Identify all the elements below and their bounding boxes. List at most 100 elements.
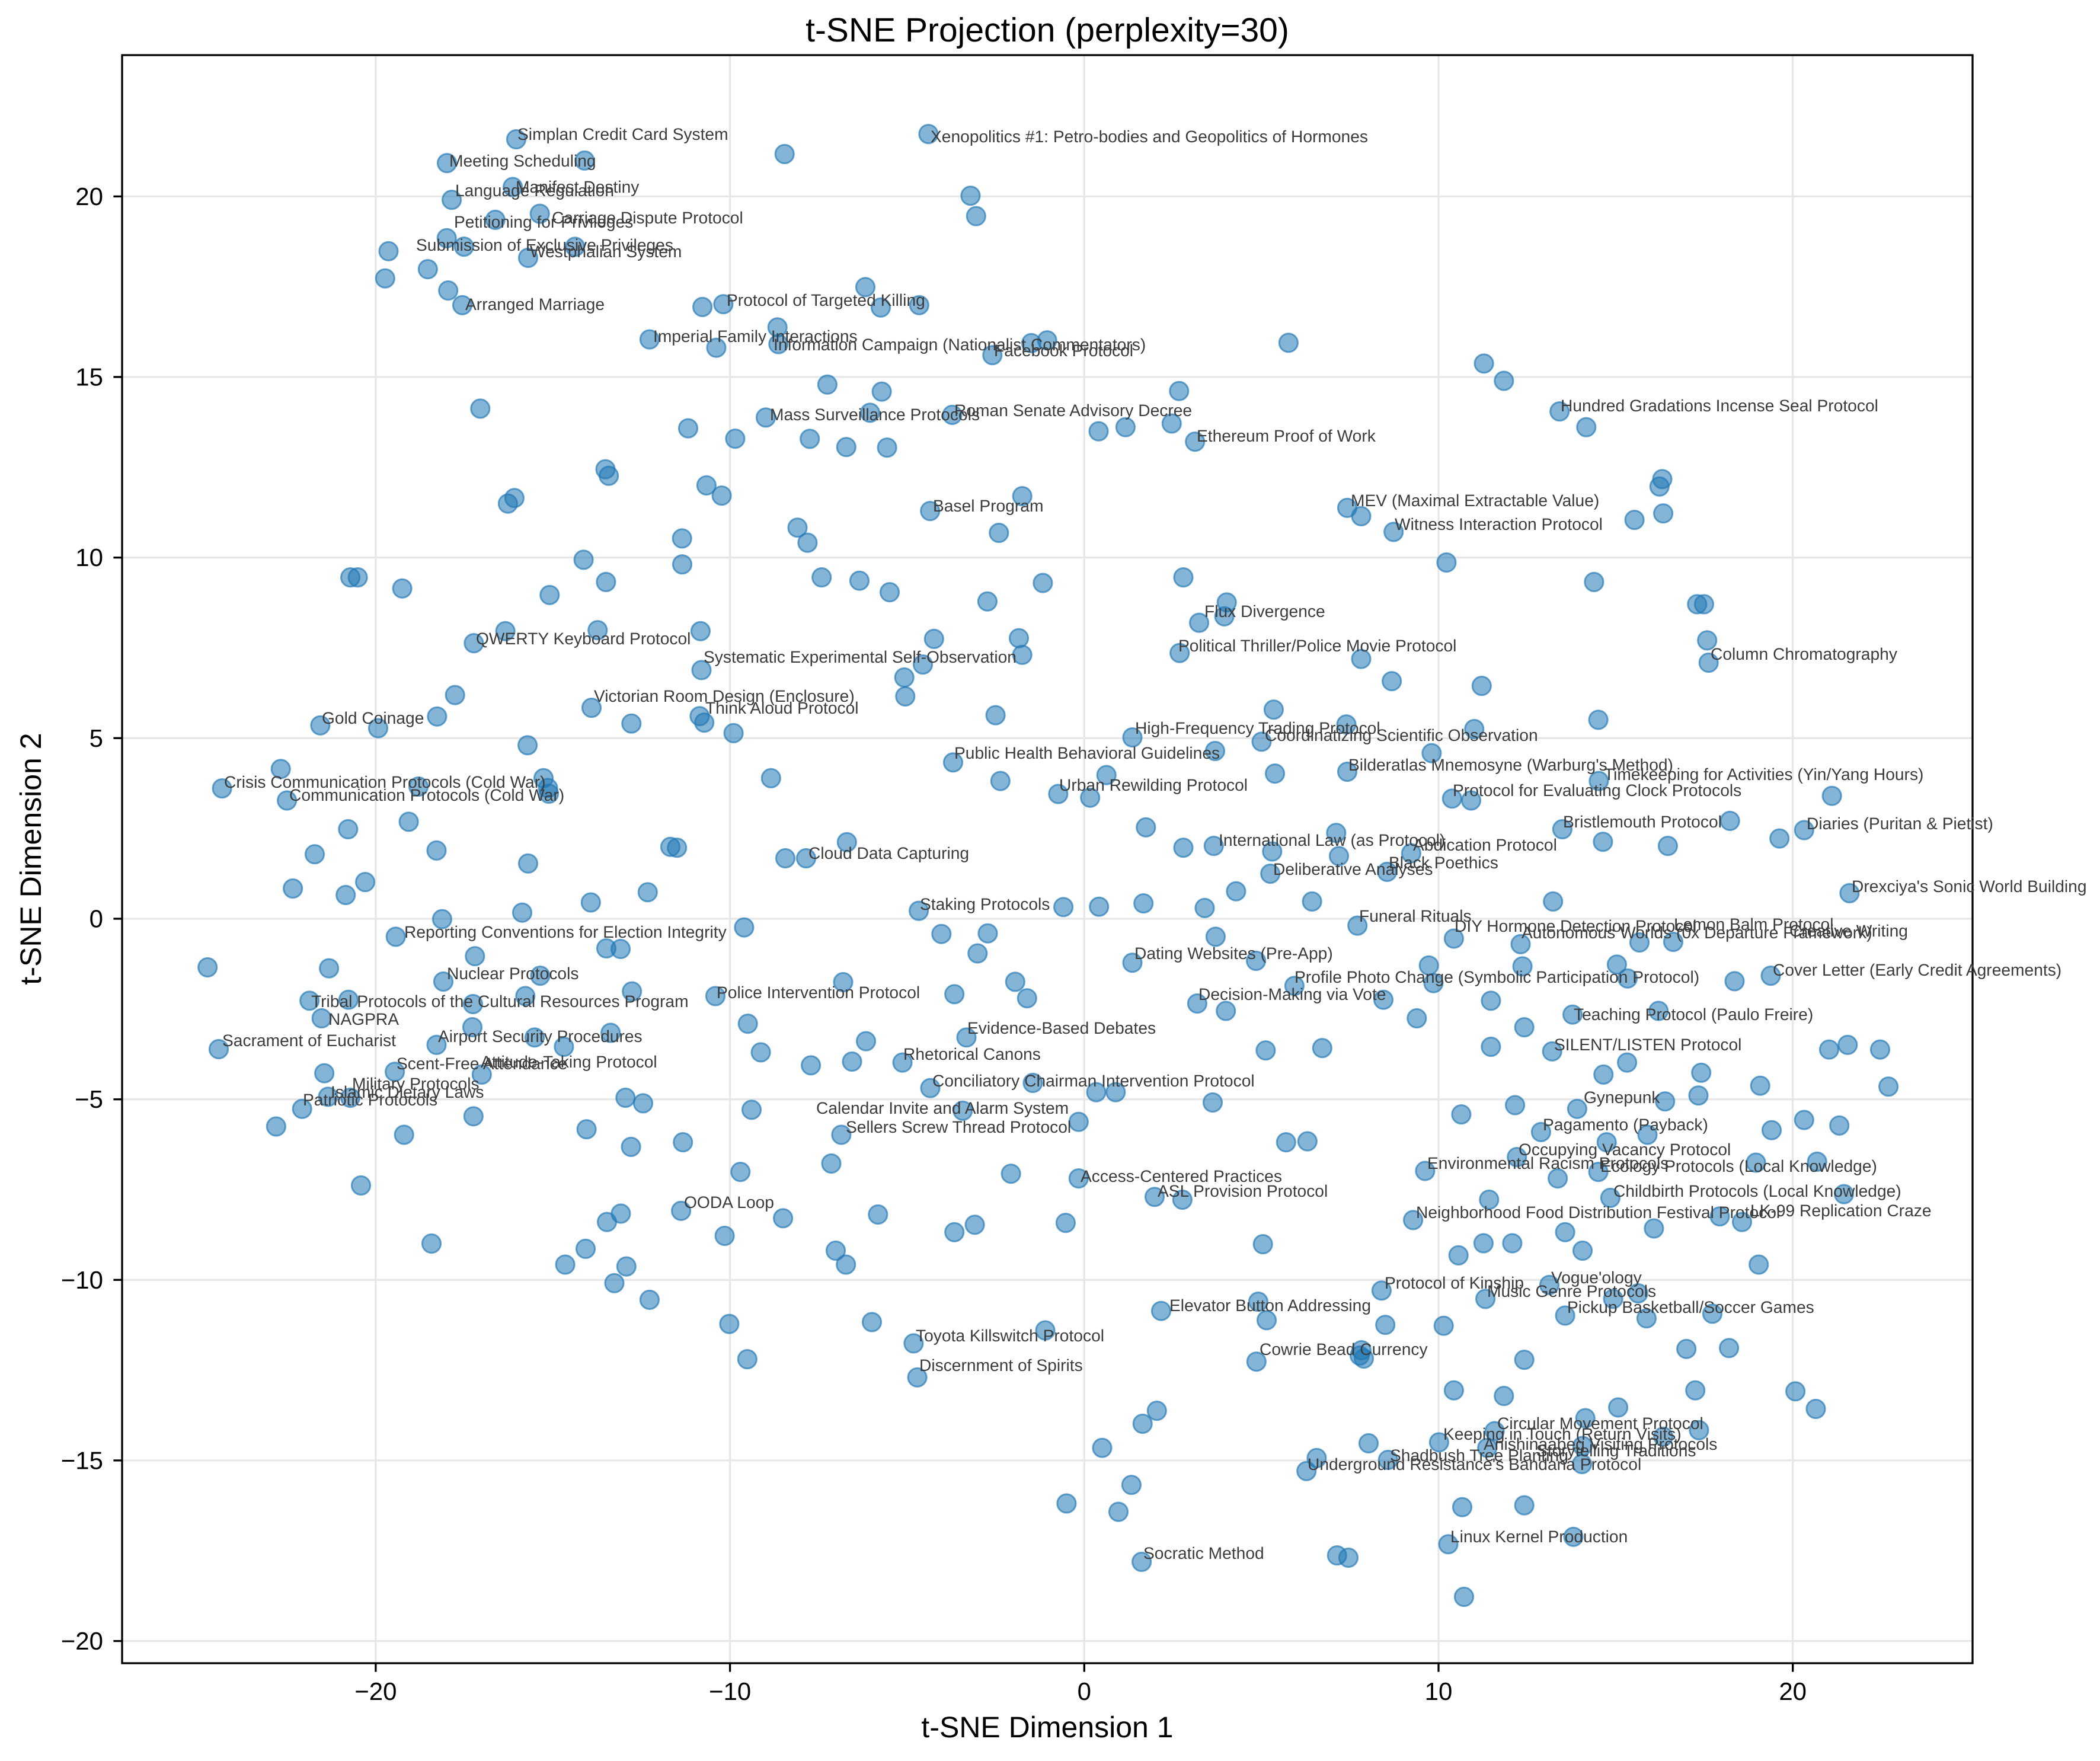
svg-text:Elevator Button Addressing: Elevator Button Addressing (1169, 1296, 1371, 1315)
svg-text:Protocol of Targeted Killing: Protocol of Targeted Killing (727, 290, 925, 309)
svg-text:Lemon Balm Protocol: Lemon Balm Protocol (1674, 915, 1833, 934)
svg-text:Gold Coinage: Gold Coinage (322, 708, 424, 727)
svg-text:Column Chromatography: Column Chromatography (1711, 644, 1898, 663)
svg-text:Bilderatlas Mnemosyne (Warburg: Bilderatlas Mnemosyne (Warburg's Method) (1348, 755, 1673, 774)
svg-text:Information Campaign (National: Information Campaign (Nationalist Commen… (773, 335, 1146, 354)
svg-text:Police Intervention Protocol: Police Intervention Protocol (717, 983, 920, 1002)
svg-text:−20: −20 (61, 1627, 103, 1655)
svg-text:Storytelling Traditions: Storytelling Traditions (1536, 1441, 1696, 1460)
svg-text:LK-99 Replication Craze: LK-99 Replication Craze (1750, 1201, 1932, 1220)
svg-text:Protocol for Evaluating Clock: Protocol for Evaluating Clock Protocols (1453, 781, 1741, 800)
svg-text:Staking Protocols: Staking Protocols (920, 894, 1050, 913)
svg-text:Systematic Experimental Self-O: Systematic Experimental Self-Observation (704, 647, 1017, 666)
svg-text:Ecology Protocols (Local Knowl: Ecology Protocols (Local Knowledge) (1600, 1156, 1877, 1175)
svg-text:Creative Writing: Creative Writing (1789, 921, 1908, 940)
svg-text:Timekeeping for Activities (Yi: Timekeeping for Activities (Yin/Yang Hou… (1604, 765, 1923, 784)
svg-text:10: 10 (75, 544, 103, 571)
svg-text:−15: −15 (61, 1446, 103, 1474)
svg-text:Pickup Basketball/Soccer Games: Pickup Basketball/Soccer Games (1567, 1297, 1814, 1316)
svg-text:Hundred Gradations Incense Sea: Hundred Gradations Incense Seal Protocol (1561, 396, 1878, 415)
svg-text:Nuclear Protocols: Nuclear Protocols (447, 964, 578, 983)
svg-text:Diaries (Puritan & Pietist): Diaries (Puritan & Pietist) (1807, 814, 1993, 833)
svg-text:International Law (as Protocol: International Law (as Protocol) (1219, 830, 1445, 849)
svg-text:Imperial Family Interactions: Imperial Family Interactions (653, 327, 858, 346)
svg-text:Protocol of Kinship: Protocol of Kinship (1385, 1273, 1524, 1292)
svg-text:Anishinaabeg Visiting Protocol: Anishinaabeg Visiting Protocols (1484, 1434, 1717, 1453)
svg-text:Cloud Data Capturing: Cloud Data Capturing (808, 843, 969, 862)
svg-text:Meeting Scheduling: Meeting Scheduling (449, 151, 596, 170)
svg-text:Vogue'ology: Vogue'ology (1551, 1268, 1642, 1287)
svg-text:Communication Protocols (Cold: Communication Protocols (Cold War) (289, 785, 564, 804)
svg-text:Submission of Exclusive Privil: Submission of Exclusive Privileges (416, 235, 673, 254)
svg-text:Socratic Method: Socratic Method (1143, 1543, 1264, 1562)
svg-text:0: 0 (90, 905, 103, 933)
svg-text:DIY Hormone Detection Protocol: DIY Hormone Detection Protocol (1455, 916, 1696, 935)
svg-text:−10: −10 (709, 1677, 751, 1705)
svg-text:Childbirth Protocols (Local Kn: Childbirth Protocols (Local Knowledge) (1613, 1181, 1901, 1200)
svg-text:Basel Program: Basel Program (933, 496, 1043, 515)
svg-text:Tribal Protocols of the Cultur: Tribal Protocols of the Cultural Resourc… (311, 992, 689, 1011)
svg-text:Military Protocols: Military Protocols (352, 1074, 480, 1093)
svg-text:t-SNE Dimension 2: t-SNE Dimension 2 (14, 733, 47, 985)
svg-text:Shadbush Tree Planting: Shadbush Tree Planting (1390, 1446, 1568, 1465)
svg-text:Keeping in Touch (Return Visit: Keeping in Touch (Return Visits) (1443, 1424, 1682, 1443)
svg-text:t-SNE Dimension 1: t-SNE Dimension 1 (921, 1711, 1173, 1744)
svg-text:Urban Rewilding Protocol: Urban Rewilding Protocol (1059, 775, 1248, 794)
svg-text:−5: −5 (75, 1085, 103, 1113)
svg-text:Gynepunk: Gynepunk (1584, 1088, 1660, 1107)
svg-text:Discernment of Spirits: Discernment of Spirits (919, 1356, 1083, 1375)
svg-text:10: 10 (1425, 1677, 1453, 1705)
svg-text:20: 20 (1779, 1677, 1807, 1705)
svg-text:Cowrie Bead Currency: Cowrie Bead Currency (1260, 1340, 1428, 1359)
svg-text:Drexciya's Sonic World Buildin: Drexciya's Sonic World Building (1852, 877, 2087, 896)
svg-text:Islamic Dietary Laws: Islamic Dietary Laws (331, 1082, 484, 1101)
svg-text:Reporting Conventions for Elec: Reporting Conventions for Election Integ… (404, 922, 727, 941)
svg-text:Music Genre Protocols: Music Genre Protocols (1487, 1281, 1656, 1300)
svg-text:Ethereum Proof of Work: Ethereum Proof of Work (1197, 426, 1376, 445)
svg-text:Rhetorical Canons: Rhetorical Canons (903, 1044, 1041, 1063)
svg-text:Patriotic Protocols: Patriotic Protocols (303, 1090, 437, 1109)
svg-text:Flux Divergence: Flux Divergence (1204, 602, 1325, 621)
svg-text:Black Poethics: Black Poethics (1389, 853, 1498, 872)
svg-text:Calendar Invite and Alarm Syst: Calendar Invite and Alarm System (816, 1098, 1069, 1117)
svg-text:Access-Centered Practices: Access-Centered Practices (1081, 1166, 1282, 1185)
svg-text:Crisis Communication Protocols: Crisis Communication Protocols (Cold War… (224, 772, 545, 791)
svg-text:Underground Resistance's Banda: Underground Resistance's Bandana Protoco… (1308, 1455, 1641, 1474)
svg-text:Deliberative Analyses: Deliberative Analyses (1273, 859, 1433, 878)
svg-text:Autonomous Worlds (0x Departur: Autonomous Worlds (0x Departure Framewor… (1522, 923, 1872, 942)
svg-text:Teaching Protocol (Paulo Freir: Teaching Protocol (Paulo Freire) (1574, 1005, 1813, 1024)
svg-text:Think Aloud Protocol: Think Aloud Protocol (705, 698, 859, 717)
svg-text:Evidence-Based Debates: Evidence-Based Debates (967, 1018, 1156, 1037)
svg-text:Profile Photo Change (Symbolic: Profile Photo Change (Symbolic Participa… (1294, 967, 1699, 986)
svg-text:Public Health Behavioral Guide: Public Health Behavioral Guidelines (954, 743, 1220, 762)
svg-text:Decision-Making via Vote: Decision-Making via Vote (1198, 985, 1386, 1003)
svg-text:Mass Surveillance Protocols: Mass Surveillance Protocols (770, 405, 980, 424)
svg-text:Circular Movement Protocol: Circular Movement Protocol (1497, 1414, 1703, 1433)
svg-text:Cover Letter (Early Credit Agr: Cover Letter (Early Credit Agreements) (1773, 960, 2061, 979)
svg-text:Language Regulation: Language Regulation (455, 181, 614, 200)
svg-text:OODA Loop: OODA Loop (684, 1193, 774, 1212)
svg-text:Simplan Credit Card System: Simplan Credit Card System (517, 124, 728, 143)
svg-text:Manifest Destiny: Manifest Destiny (516, 177, 640, 196)
svg-text:High-Frequency Trading Protoco: High-Frequency Trading Protocol (1135, 718, 1380, 737)
svg-text:Occupying Vacancy Protocol: Occupying Vacancy Protocol (1519, 1140, 1731, 1159)
svg-text:Pagamento (Payback): Pagamento (Payback) (1543, 1115, 1708, 1134)
svg-text:−10: −10 (61, 1266, 103, 1294)
svg-text:Political Thriller/Police Movi: Political Thriller/Police Movie Protocol (1178, 636, 1456, 655)
svg-text:MEV (Maximal Extractable Value: MEV (Maximal Extractable Value) (1351, 491, 1599, 510)
svg-text:Coordinatizing Scientific Obse: Coordinatizing Scientific Observation (1265, 726, 1538, 744)
svg-text:Funeral Rituals: Funeral Rituals (1359, 906, 1472, 925)
svg-text:15: 15 (75, 363, 103, 391)
svg-text:Environmental Racism Protocols: Environmental Racism Protocols (1427, 1153, 1669, 1172)
svg-text:Abdication Protocol: Abdication Protocol (1413, 835, 1557, 854)
svg-text:Victorian Room Design (Enclosu: Victorian Room Design (Enclosure) (594, 686, 855, 705)
svg-text:Carriage Dispute Protocol: Carriage Dispute Protocol (552, 208, 743, 227)
svg-text:Roman Senate Advisory Decree: Roman Senate Advisory Decree (954, 401, 1192, 420)
svg-text:Attitude-Taking Protocol: Attitude-Taking Protocol (481, 1052, 657, 1071)
svg-text:5: 5 (90, 724, 103, 752)
svg-text:Xenopolitics #1: Petro-bodies: Xenopolitics #1: Petro-bodies and Geopol… (931, 127, 1368, 146)
svg-text:Sellers Screw Thread Protocol: Sellers Screw Thread Protocol (846, 1117, 1071, 1136)
svg-text:Arranged Marriage: Arranged Marriage (465, 295, 605, 314)
svg-text:SILENT/LISTEN Protocol: SILENT/LISTEN Protocol (1554, 1035, 1741, 1054)
svg-text:Dating Websites (Pre-App): Dating Websites (Pre-App) (1134, 944, 1333, 963)
